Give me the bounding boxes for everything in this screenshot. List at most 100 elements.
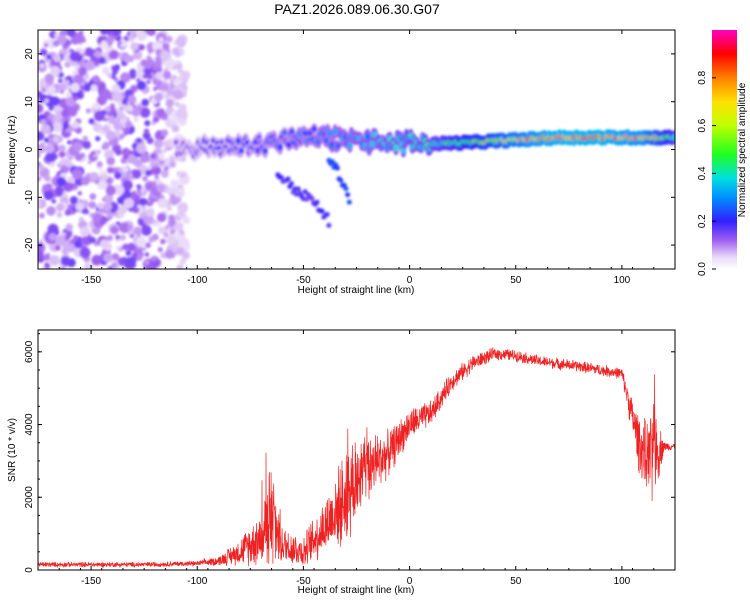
ridge-core — [418, 144, 424, 150]
ridge-core — [671, 134, 675, 141]
noise-blob — [146, 183, 153, 190]
noise-blob — [117, 196, 125, 205]
noise-blob — [123, 198, 135, 209]
colorbar: 0.0 0.2 0.4 0.6 0.8 Normalized spectral ampl… — [697, 30, 748, 276]
noise-blob — [180, 173, 186, 178]
branch-blob — [334, 165, 340, 171]
noise-blob — [156, 183, 166, 193]
noise-blob — [38, 164, 45, 171]
noise-blob — [146, 55, 151, 60]
noise-blob — [67, 106, 78, 117]
noise-blob — [57, 78, 63, 84]
noise-blob — [88, 201, 97, 209]
noise-blob — [67, 176, 74, 184]
noise-blob — [38, 131, 45, 141]
branch-blob — [343, 186, 349, 192]
ridge-core — [235, 137, 241, 145]
noise-blob — [106, 178, 112, 184]
noise-blob — [140, 188, 146, 194]
noise-blob — [39, 48, 48, 56]
noise-blob — [140, 225, 152, 236]
noise-blob — [147, 73, 153, 80]
ridge-core — [286, 142, 292, 148]
ridge-core — [347, 142, 353, 149]
noise-blob — [163, 71, 172, 80]
noise-blob — [153, 86, 158, 91]
noise-blob — [44, 73, 55, 84]
branch-blob — [319, 208, 325, 214]
ridge-core — [323, 137, 329, 144]
noise-blob — [85, 108, 91, 114]
noise-blob — [75, 202, 84, 211]
noise-blob — [136, 143, 147, 154]
noise-blob — [136, 254, 143, 261]
noise-blob — [106, 166, 114, 174]
noise-blob — [176, 264, 184, 269]
x-tick-label: -100 — [187, 576, 207, 587]
noise-blob — [78, 66, 87, 76]
noise-blob — [171, 124, 180, 133]
noise-blob — [159, 81, 170, 92]
noise-blob — [111, 253, 120, 261]
noise-blob — [117, 41, 122, 46]
noise-blob — [111, 84, 121, 93]
noise-blob — [78, 60, 87, 68]
noise-blob — [44, 262, 50, 268]
noise-blob — [114, 185, 125, 196]
noise-blob — [58, 144, 66, 152]
noise-blob — [165, 35, 173, 43]
noise-blob — [127, 94, 136, 103]
noise-blob — [49, 161, 55, 167]
noise-blob — [82, 135, 89, 142]
noise-blob — [92, 102, 100, 110]
noise-blob — [79, 247, 91, 259]
noise-blob — [48, 133, 54, 140]
noise-blob — [159, 50, 171, 62]
ridge-core — [332, 128, 338, 136]
noise-blob — [174, 51, 181, 58]
noise-blob — [60, 256, 71, 267]
noise-blob — [160, 160, 165, 165]
noise-blob — [157, 247, 163, 253]
noise-blob — [169, 76, 175, 82]
noise-blob — [179, 258, 187, 265]
noise-blob — [168, 218, 176, 227]
noise-blob — [140, 59, 148, 67]
noise-blob — [53, 115, 61, 123]
branch-blob — [309, 195, 315, 201]
noise-blob — [169, 186, 177, 195]
noise-blob — [69, 196, 78, 205]
noise-blob — [56, 211, 63, 218]
snr-y-axis: 0 2000 4000 6000 — [24, 333, 675, 573]
noise-blob — [74, 240, 83, 249]
noise-blob — [100, 88, 112, 100]
noise-blob — [148, 236, 155, 243]
noise-blob — [38, 200, 42, 207]
noise-blob — [133, 116, 139, 122]
colorbar-gradient — [712, 30, 737, 269]
noise-blob — [44, 43, 48, 48]
noise-blob — [157, 198, 168, 209]
x-tick-label: -150 — [81, 275, 101, 286]
noise-blob — [91, 151, 96, 156]
noise-blob — [154, 92, 164, 102]
noise-blob — [105, 130, 116, 141]
colorbar-ticks: 0.0 0.2 0.4 0.6 0.8 — [697, 70, 716, 276]
noise-blob — [99, 239, 109, 249]
noise-blob — [69, 51, 79, 62]
noise-blob — [136, 80, 147, 91]
noise-blob — [131, 107, 141, 117]
noise-blob — [59, 89, 64, 94]
noise-blob — [43, 254, 50, 261]
x-tick-label: -50 — [296, 576, 311, 587]
noise-blob — [125, 104, 134, 112]
noise-blob — [111, 30, 122, 36]
noise-blob — [127, 224, 133, 231]
y-tick-label: 20 — [24, 48, 35, 60]
x-tick-label: -50 — [296, 275, 311, 286]
noise-blob — [97, 202, 104, 210]
noise-blob — [115, 234, 121, 240]
noise-blob — [54, 245, 61, 251]
noise-blob — [163, 140, 171, 148]
